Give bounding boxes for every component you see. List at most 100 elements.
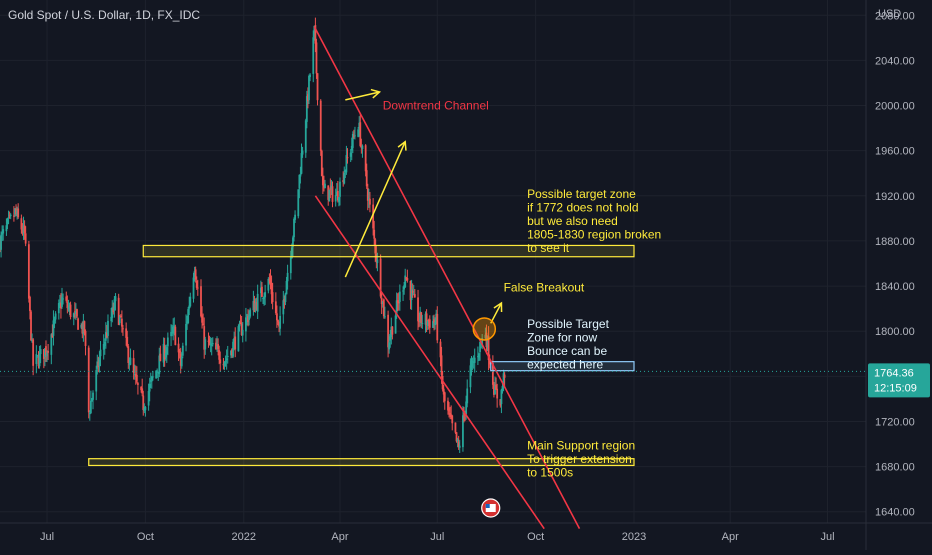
candle-body xyxy=(239,322,242,325)
candle-body xyxy=(82,320,85,334)
candle-body xyxy=(381,301,384,304)
x-tick-label: 2022 xyxy=(232,531,256,543)
candle-body xyxy=(406,278,409,281)
candle-body xyxy=(118,316,121,324)
candle-body xyxy=(248,314,251,320)
candle-body xyxy=(164,353,167,358)
candle-body xyxy=(503,374,506,378)
candle-body xyxy=(203,326,206,350)
candle-body xyxy=(66,302,69,309)
candle-body xyxy=(286,272,289,282)
candle-body xyxy=(157,371,160,373)
candle-body xyxy=(255,302,258,310)
candle-body xyxy=(335,191,338,196)
candle-body xyxy=(51,333,54,338)
candle-body xyxy=(389,336,392,341)
candle-body xyxy=(471,361,474,363)
candle-body xyxy=(462,415,464,448)
candle-body xyxy=(358,122,361,129)
candle-body xyxy=(216,346,218,349)
candle-body xyxy=(162,343,165,363)
candle-body xyxy=(374,239,377,254)
candle-body xyxy=(436,313,439,341)
candle-body xyxy=(103,341,106,346)
candle-body xyxy=(298,174,301,189)
candle-body xyxy=(83,321,86,334)
candle-body xyxy=(388,342,391,350)
candle-body xyxy=(359,122,362,146)
candle-body xyxy=(276,313,278,321)
candle-body xyxy=(268,279,271,281)
candle-body xyxy=(447,400,449,411)
candle-body xyxy=(435,313,438,323)
y-tick-label: 1720.00 xyxy=(875,416,915,428)
candle-body xyxy=(331,186,334,202)
candle-body xyxy=(223,361,226,367)
candle-body xyxy=(252,300,255,311)
candle-body xyxy=(225,358,228,361)
candle-body xyxy=(125,328,128,338)
price-axis[interactable] xyxy=(866,0,932,550)
candle-body xyxy=(294,214,296,220)
candle-body xyxy=(487,336,490,361)
candle-body xyxy=(472,361,475,363)
candle-body xyxy=(271,292,274,303)
candle-body xyxy=(68,305,71,310)
candle-body xyxy=(24,233,27,244)
candle-body xyxy=(299,174,302,177)
candle-body xyxy=(351,133,354,148)
candle-body xyxy=(455,432,458,442)
candle-body xyxy=(283,299,286,302)
candle-body xyxy=(67,307,70,309)
candle-body xyxy=(501,386,504,391)
candle-body xyxy=(262,297,264,299)
candle-body xyxy=(91,397,93,402)
candle-body xyxy=(32,339,35,366)
candle-body xyxy=(387,314,389,348)
candle-body xyxy=(98,357,101,367)
candle-body xyxy=(285,280,288,295)
x-tick-label: Oct xyxy=(137,531,154,543)
candle-body xyxy=(315,42,318,74)
candle-body xyxy=(88,413,91,415)
candle-body xyxy=(107,320,109,336)
candle-body xyxy=(187,309,190,324)
candle-body xyxy=(147,391,150,406)
candle-body xyxy=(193,270,196,277)
candle-body xyxy=(493,384,495,395)
candle-body xyxy=(246,315,248,317)
candle-body xyxy=(127,346,130,363)
candle-body xyxy=(149,379,152,382)
candle-body xyxy=(344,170,347,173)
candle-body xyxy=(372,204,375,229)
candle-body xyxy=(97,361,100,368)
candle-body xyxy=(37,357,40,367)
candle-body xyxy=(36,355,39,357)
candle-body xyxy=(486,337,489,348)
candle-body xyxy=(360,146,363,148)
candle-body xyxy=(424,313,427,325)
candle-body xyxy=(104,331,107,341)
candle-body xyxy=(42,349,45,359)
candle-body xyxy=(102,343,105,350)
candle-body xyxy=(163,345,166,360)
candle-body xyxy=(398,291,401,302)
candle-body xyxy=(188,305,191,309)
plot-area xyxy=(0,0,866,523)
candle-body xyxy=(320,150,323,177)
candle-body xyxy=(454,422,457,433)
candle-body xyxy=(112,308,115,313)
arrow-to-downtrend-label xyxy=(345,91,380,101)
candle-body xyxy=(470,361,473,367)
candle-body xyxy=(106,333,108,338)
candle-body xyxy=(254,302,257,311)
candle-body xyxy=(211,343,214,345)
candle-body xyxy=(394,315,397,334)
candle-body xyxy=(134,374,137,377)
candle-body xyxy=(54,313,57,320)
y-tick-label: 2040.00 xyxy=(875,55,915,67)
candle-body xyxy=(57,303,60,314)
candle-body xyxy=(312,37,315,74)
candle-body xyxy=(29,296,31,312)
